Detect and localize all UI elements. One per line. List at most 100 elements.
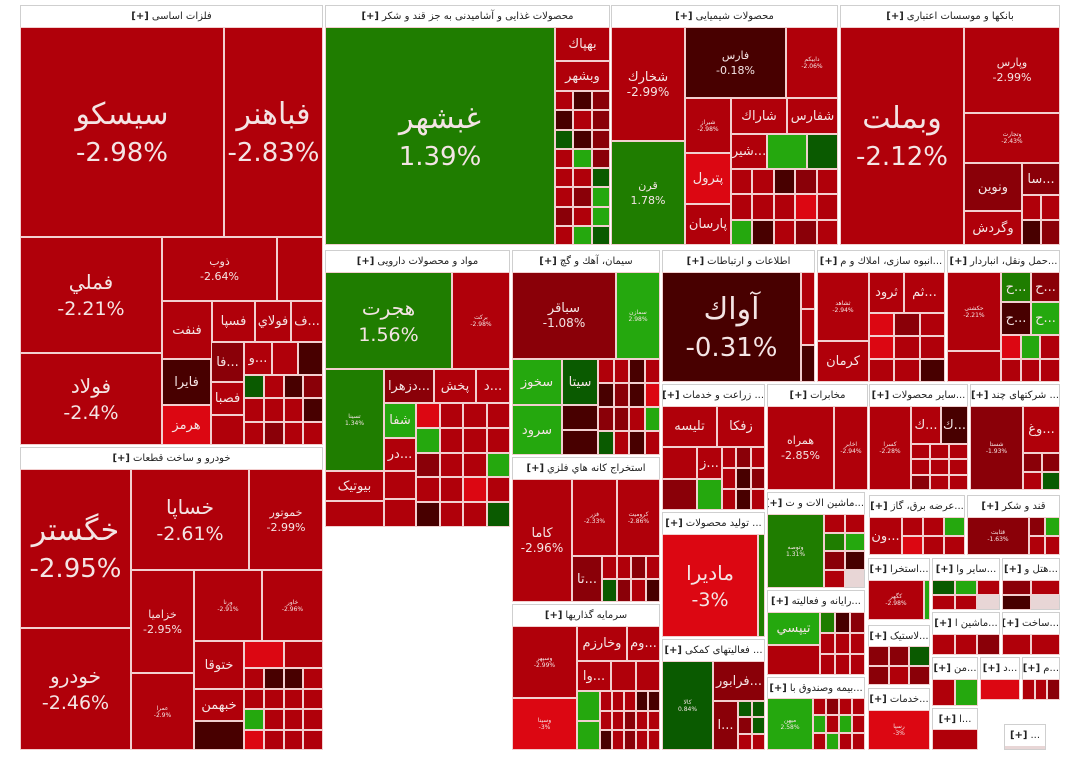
sector-header[interactable]: خودرو و ساخت قطعات[+] (21, 448, 322, 469)
filler-tile[interactable] (977, 580, 1000, 595)
stock-tile[interactable]: خزامیا -2.95% (131, 570, 194, 673)
filler-tile[interactable] (272, 342, 298, 375)
filler-tile[interactable] (813, 715, 826, 733)
filler-tile[interactable] (731, 169, 753, 195)
filler-tile[interactable] (750, 447, 765, 468)
stock-tile[interactable]: هرمز (162, 405, 211, 445)
filler-tile[interactable] (954, 634, 978, 655)
filler-tile[interactable] (909, 646, 930, 666)
filler-tile[interactable] (894, 313, 920, 336)
filler-tile[interactable] (644, 407, 660, 431)
filler-tile[interactable] (263, 421, 284, 445)
expand-sector-button[interactable]: [+] (981, 501, 999, 512)
filler-tile[interactable] (645, 579, 660, 602)
stock-tile[interactable]: سباقر -1.08% (512, 272, 616, 359)
filler-tile[interactable] (820, 612, 835, 633)
filler-tile[interactable] (598, 383, 614, 407)
stock-tile[interactable]: سخوز (512, 359, 562, 405)
filler-tile[interactable] (795, 194, 817, 220)
expand-sector-button[interactable]: [+] (539, 256, 557, 267)
filler-tile[interactable] (591, 187, 610, 207)
sector-header[interactable]: قند و شکر[+] (968, 496, 1059, 517)
stock-tile[interactable]: کالا 0.84% (662, 661, 713, 750)
filler-tile[interactable] (591, 91, 610, 111)
filler-tile[interactable] (562, 405, 598, 430)
filler-tile[interactable] (283, 668, 304, 689)
filler-tile[interactable] (555, 129, 574, 149)
filler-tile[interactable] (555, 187, 574, 207)
filler-tile[interactable] (1001, 358, 1021, 382)
filler-tile[interactable] (736, 489, 751, 510)
filler-tile[interactable] (852, 698, 865, 716)
filler-tile[interactable] (600, 730, 612, 750)
stock-tile[interactable]: فارس -0.18% (685, 27, 786, 98)
sector-header[interactable]: ...م[+] (1023, 658, 1059, 679)
filler-tile[interactable] (944, 517, 965, 536)
filler-tile[interactable] (416, 403, 440, 428)
stock-tile[interactable]: خگستر -2.95% (20, 469, 131, 628)
filler-tile[interactable] (816, 194, 838, 220)
expand-sector-button[interactable]: [+] (933, 663, 951, 674)
filler-tile[interactable] (773, 219, 796, 245)
filler-tile[interactable] (1041, 453, 1060, 472)
filler-tile[interactable] (888, 646, 910, 666)
filler-tile[interactable] (911, 474, 930, 490)
filler-tile[interactable] (750, 489, 765, 510)
filler-tile[interactable] (902, 517, 923, 536)
sector-header[interactable]: ...ا[+] (933, 709, 977, 730)
stock-tile[interactable]: سیتا (562, 359, 598, 405)
filler-tile[interactable] (839, 698, 852, 716)
filler-tile[interactable] (463, 452, 487, 478)
expand-sector-button[interactable]: [+] (112, 453, 130, 464)
expand-sector-button[interactable]: [+] (971, 390, 989, 401)
filler-tile[interactable] (801, 272, 815, 309)
filler-tile[interactable] (644, 431, 660, 455)
filler-tile[interactable] (722, 468, 737, 489)
stock-tile[interactable]: کرومیت -2.86% (617, 479, 660, 556)
filler-tile[interactable] (244, 421, 264, 445)
expand-sector-button[interactable]: [+] (664, 645, 682, 656)
filler-tile[interactable] (954, 580, 978, 595)
filler-tile[interactable] (826, 732, 839, 750)
filler-tile[interactable] (1044, 536, 1060, 555)
filler-tile[interactable] (612, 710, 624, 731)
filler-tile[interactable] (1047, 679, 1060, 700)
filler-tile[interactable] (439, 502, 463, 527)
stock-tile[interactable]: پارسان (685, 204, 731, 245)
expand-sector-button[interactable]: [+] (771, 596, 789, 607)
filler-tile[interactable] (486, 403, 510, 428)
filler-tile[interactable] (486, 452, 510, 478)
stock-tile[interactable]: شخارك -2.99% (611, 27, 685, 141)
filler-tile[interactable] (795, 219, 817, 245)
filler-tile[interactable] (731, 194, 753, 220)
filler-tile[interactable] (850, 612, 865, 633)
filler-tile[interactable] (902, 536, 923, 555)
filler-tile[interactable] (573, 168, 592, 188)
filler-tile[interactable] (573, 187, 592, 207)
filler-tile[interactable] (1041, 471, 1060, 490)
filler-tile[interactable] (751, 733, 765, 750)
filler-tile[interactable] (555, 110, 574, 130)
sector-header[interactable]: ...سایر محصولات[+] (870, 385, 967, 406)
expand-sector-button[interactable]: [+] (1009, 730, 1028, 741)
filler-tile[interactable] (949, 444, 968, 460)
stock-tile[interactable]: شفارس (787, 98, 838, 134)
sector-header[interactable]: اطلاعات و ارتباطات[+] (663, 251, 814, 272)
filler-tile[interactable] (949, 459, 968, 475)
sector-header[interactable]: ...سایر وا[+] (933, 559, 999, 580)
filler-tile[interactable] (486, 427, 510, 453)
filler-tile[interactable] (562, 430, 598, 455)
filler-tile[interactable] (750, 468, 765, 489)
filler-tile[interactable] (573, 148, 592, 168)
filler-tile[interactable] (1044, 517, 1060, 536)
expand-sector-button[interactable]: [+] (544, 610, 563, 621)
expand-sector-button[interactable]: [+] (886, 11, 904, 22)
stock-tile[interactable]: وسینا -3% (512, 698, 577, 750)
filler-tile[interactable] (767, 645, 820, 675)
filler-tile[interactable] (911, 444, 930, 460)
filler-tile[interactable] (844, 514, 865, 533)
filler-tile[interactable] (277, 237, 323, 301)
filler-tile[interactable] (573, 225, 592, 245)
stock-tile[interactable]: وتوصه 1.31% (767, 514, 824, 588)
filler-tile[interactable] (807, 134, 838, 169)
